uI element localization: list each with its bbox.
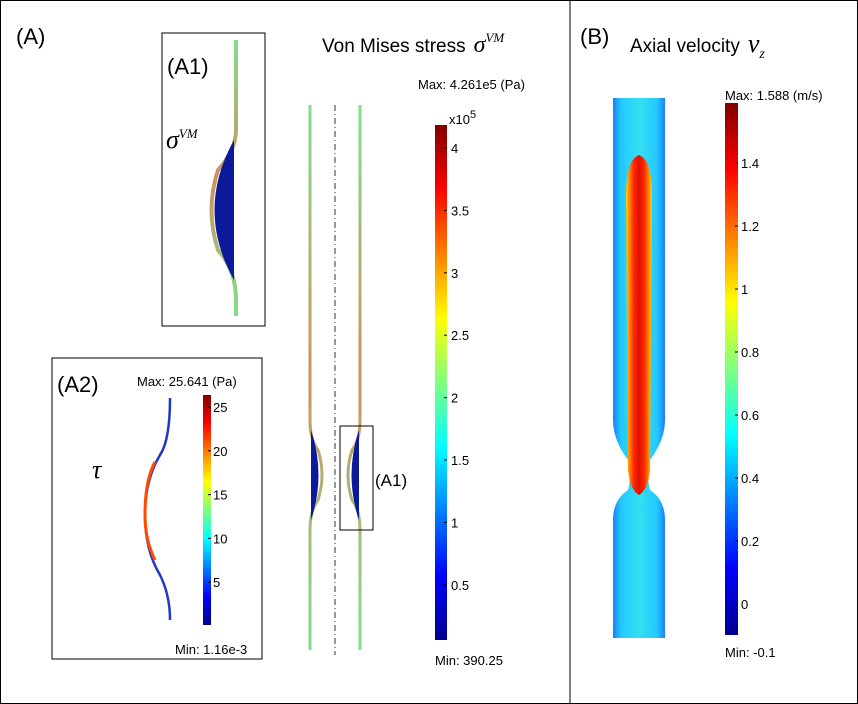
panel-title: Axial velocity vz [630,29,765,62]
tick-label: 1.4 [741,156,759,171]
inset-symbol: σVM [166,125,199,154]
tick-label: 0 [741,597,748,612]
tick-label: 0.4 [741,471,759,486]
tick-label: 25 [213,400,227,415]
tick-label: 2.5 [451,328,469,343]
sup: VM [179,126,199,141]
title-symbol: σ [474,32,487,58]
shear-curve-peak [143,461,157,561]
inset-a2 [51,357,263,660]
min-label: Min: 1.16e-3 [175,642,247,657]
exponent: 5 [470,109,476,121]
plaque [351,430,359,520]
title-text: Von Mises stress [322,36,466,57]
tick-label: 20 [213,444,227,459]
panel-label: (A) [16,24,45,49]
inset-plaque [214,140,234,280]
panel-label: (B) [580,24,609,49]
inset-label: (A1) [167,54,209,79]
tick-label: 1.2 [741,219,759,234]
max-label: Max: 1.588 (m/s) [725,88,823,103]
multiplier: x10 [449,112,470,127]
symbol: σ [166,125,180,154]
vessel-wall [346,105,362,650]
colorbar-ticks: 25 20 15 10 5 [208,400,227,590]
tick-label: 1 [741,282,748,297]
tick-label: 0.2 [741,534,759,549]
zoom-label: (A1) [375,471,407,490]
max-label: Max: 4.261e5 (Pa) [418,77,525,92]
tick-label: 0.5 [451,578,469,593]
tick-label: 2 [451,391,458,406]
tick-label: 10 [213,531,227,546]
colorbar-multiplier: x105 [449,109,476,127]
min-label: Min: 390.25 [435,653,503,668]
max-label: Max: 25.641 (Pa) [137,374,237,389]
panel-title: Von Mises stress σVM [322,30,505,58]
vessel-wall [308,105,324,650]
inset-label: (A2) [57,372,99,397]
zoom-box [339,425,374,531]
title-sub: z [758,47,765,62]
tick-label: 0.6 [741,408,759,423]
tick-label: 1 [451,515,458,530]
tick-label: 3 [451,266,458,281]
tick-label: 5 [213,575,220,590]
title-symbol: v [748,29,760,58]
min-label: Min: -0.1 [725,645,776,660]
tick-label: 15 [213,488,227,503]
inset-symbol: τ [92,455,103,484]
plaque [311,430,319,520]
tick-label: 0.8 [741,345,759,360]
velocity-core [626,155,652,495]
title-text: Axial velocity [630,36,740,57]
tick-label: 4 [451,141,458,156]
colorbar [203,395,211,625]
colorbar [725,103,738,635]
colorbar-ticks: 1.4 1.2 1 0.8 0.6 0.4 0.2 0 [735,156,759,612]
colorbar-ticks: 4 3.5 3 2.5 2 1.5 1 0.5 [444,141,469,593]
tick-label: 3.5 [451,203,469,218]
tick-label: 1.5 [451,453,469,468]
colorbar [435,125,447,640]
title-sup: VM [485,30,505,45]
